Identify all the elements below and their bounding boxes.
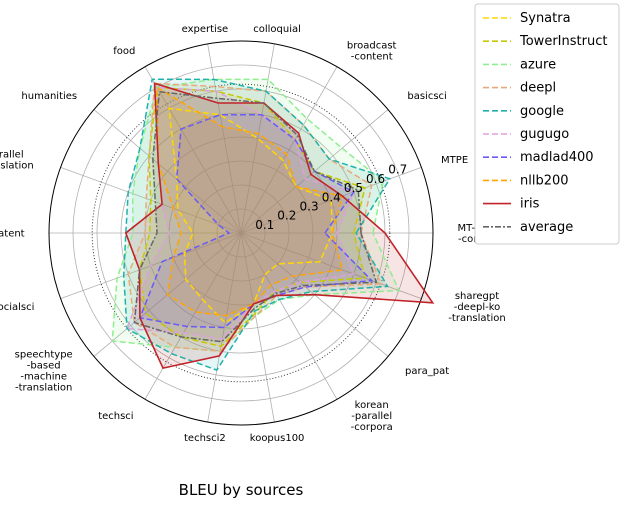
grid-spoke: [144, 66, 242, 234]
category-label: broadcast -content: [347, 40, 397, 62]
series-fills: [112, 79, 433, 371]
category-label: sharegpt -deepl-ko -translation: [448, 291, 505, 324]
grid-spoke: [144, 232, 242, 400]
legend: Synatra TowerInstruct azure deepl google gugu…: [474, 3, 620, 245]
category-label: MTPE: [441, 155, 468, 166]
outer-frame: [48, 40, 434, 426]
category-label: basicsci: [407, 91, 446, 102]
legend-label: azure: [520, 57, 556, 72]
legend-label: gugugo: [520, 127, 569, 142]
category-label: food: [113, 46, 135, 57]
radial-tick-label: 0.1: [255, 218, 274, 232]
category-label: humanities: [21, 91, 77, 102]
series-line-synatra: [168, 107, 333, 324]
chart-title: BLEU by sources: [179, 481, 304, 499]
category-label: korean -parallel -corpora: [351, 400, 393, 433]
radial-tick-label: 0.4: [322, 190, 341, 204]
category-label: colloquial: [253, 24, 301, 35]
series-lines: [111, 78, 435, 372]
category-label: socialsci: [0, 302, 34, 313]
series-fill-madlad400: [139, 114, 372, 328]
category-label: techsci: [98, 411, 133, 422]
legend-label: Synatra: [520, 11, 571, 26]
legend-label: google: [520, 104, 564, 119]
reference-circle: [91, 83, 391, 383]
radial-tick-label: 0.6: [366, 172, 385, 186]
legend-label: iris: [520, 197, 540, 212]
legend-label: deepl: [520, 81, 556, 96]
grid-spoke: [240, 232, 422, 300]
grid-spoke: [240, 66, 338, 234]
radial-tick-label: 0.2: [277, 209, 296, 223]
radial-tick-label: 0.5: [344, 181, 363, 195]
category-label: parallel-translation: [0, 149, 34, 171]
series-fill-synatra: [169, 108, 333, 323]
grid-spoke: [240, 232, 275, 423]
series-line-google: [122, 78, 391, 372]
legend-label: madlad400: [520, 150, 594, 165]
legend-label: nllb200: [520, 173, 569, 188]
radial-tick-label: 0.3: [300, 199, 319, 213]
category-label: koopus100: [250, 433, 305, 444]
series-fill-nllb200: [157, 87, 343, 316]
category-label: speechtype -based -machine -translation: [15, 349, 73, 393]
series-fill-average: [134, 91, 377, 342]
grid-spoke: [240, 232, 338, 400]
series-line-deepl: [127, 82, 382, 352]
grid-spoke: [207, 43, 242, 234]
series-line-nllb200: [156, 86, 344, 317]
grid-spoke: [93, 109, 242, 234]
radial-tick-label: 0.7: [388, 163, 407, 177]
category-label: para_pat: [405, 366, 449, 377]
series-fill-azure: [112, 79, 399, 352]
series-fill-gugugo: [127, 87, 354, 340]
grid-spoke: [240, 43, 275, 234]
grid-spoke: [207, 232, 242, 423]
legend-label: TowerInstruct: [519, 34, 607, 49]
radial-tick-labels: 0.10.2 0.30.40.50.60.7: [255, 163, 407, 232]
series-line-average: [133, 90, 378, 343]
grid: [48, 40, 434, 426]
legend-label: average: [520, 220, 573, 235]
series-line-iris: [124, 82, 435, 370]
category-label: techsci2: [184, 433, 226, 444]
category-label: patent: [0, 229, 25, 240]
category-label: expertise: [182, 24, 229, 35]
